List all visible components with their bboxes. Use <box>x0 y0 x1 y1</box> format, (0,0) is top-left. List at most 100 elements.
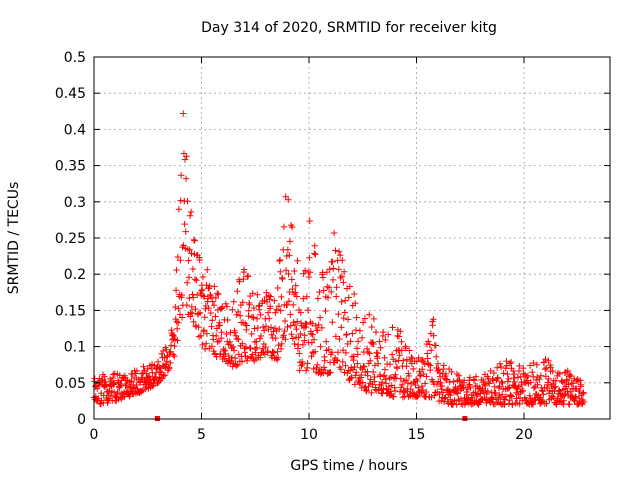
data-point <box>338 324 345 331</box>
data-point <box>290 301 297 309</box>
data-point <box>309 320 316 327</box>
data-point <box>150 381 157 389</box>
data-point <box>316 288 323 296</box>
data-point <box>239 340 246 347</box>
data-point <box>339 346 347 354</box>
data-point <box>521 378 528 386</box>
data-point <box>277 307 284 314</box>
data-point <box>453 401 460 408</box>
data-point <box>446 378 454 386</box>
data-point <box>501 396 509 403</box>
data-point <box>484 387 492 395</box>
data-point <box>210 302 218 309</box>
data-point <box>267 324 275 331</box>
data-point <box>240 275 247 283</box>
data-point <box>491 383 498 390</box>
data-point <box>320 364 328 371</box>
data-point <box>332 247 339 254</box>
data-point <box>257 354 264 361</box>
data-point <box>274 284 282 292</box>
y-tick-label: 0.15 <box>55 303 86 319</box>
data-point <box>268 331 275 338</box>
data-point <box>296 367 303 374</box>
data-point <box>211 283 218 290</box>
data-point <box>222 350 229 358</box>
data-point <box>372 384 379 391</box>
data-point <box>406 347 413 354</box>
data-point <box>114 388 121 396</box>
data-point <box>276 325 283 333</box>
data-point <box>251 325 258 332</box>
y-tick-label: 0.5 <box>64 50 86 66</box>
data-point <box>436 391 443 398</box>
data-point <box>340 279 347 286</box>
data-point <box>340 268 348 275</box>
data-point <box>328 349 336 356</box>
data-point <box>231 329 239 336</box>
data-point <box>310 336 318 343</box>
data-point <box>481 381 488 388</box>
data-point <box>244 272 252 280</box>
data-point <box>110 381 117 388</box>
data-point <box>536 376 543 383</box>
data-point <box>311 242 318 249</box>
data-point <box>200 326 208 334</box>
data-point <box>472 373 480 380</box>
data-point <box>378 378 386 386</box>
data-point <box>453 389 460 396</box>
data-point <box>181 220 188 228</box>
data-point <box>567 372 575 380</box>
x-tick-label: 10 <box>300 427 318 443</box>
data-point <box>356 327 364 334</box>
data-point <box>239 299 246 306</box>
data-point <box>565 381 572 388</box>
data-point <box>282 336 289 343</box>
data-point <box>360 363 368 371</box>
data-point <box>266 296 273 303</box>
data-point <box>283 301 291 309</box>
data-point <box>213 353 220 360</box>
data-point <box>169 331 177 339</box>
data-point <box>273 306 280 313</box>
data-point <box>367 376 374 383</box>
data-point <box>171 353 178 360</box>
data-point <box>327 369 334 376</box>
data-point <box>257 311 264 318</box>
data-point <box>233 362 240 370</box>
data-point <box>293 293 301 300</box>
data-point <box>246 301 253 308</box>
data-point <box>303 321 310 328</box>
data-point <box>336 335 343 343</box>
data-point <box>538 396 546 404</box>
data-point <box>402 376 410 384</box>
data-point <box>334 349 342 356</box>
data-point <box>558 393 565 400</box>
y-tick-label: 0.2 <box>64 267 86 283</box>
data-point <box>450 378 457 385</box>
y-tick-label: 0.25 <box>55 231 86 247</box>
data-point <box>183 279 191 286</box>
data-point <box>381 372 388 379</box>
data-point <box>515 383 522 390</box>
data-point <box>233 311 240 318</box>
data-point <box>310 365 317 373</box>
data-point <box>177 197 184 204</box>
data-point <box>372 328 380 336</box>
data-point <box>223 330 230 338</box>
data-point <box>180 110 187 117</box>
data-point <box>201 293 208 300</box>
data-point <box>319 274 327 281</box>
data-point <box>529 401 537 408</box>
data-point <box>325 346 332 353</box>
data-point <box>259 323 267 331</box>
data-point <box>191 237 198 244</box>
data-point <box>177 256 184 264</box>
data-point <box>261 327 268 334</box>
data-point <box>426 341 433 348</box>
data-point <box>186 212 194 219</box>
data-point <box>271 297 278 304</box>
data-point <box>396 388 404 395</box>
data-point <box>486 380 493 387</box>
data-point <box>577 381 585 389</box>
data-point <box>311 348 319 355</box>
